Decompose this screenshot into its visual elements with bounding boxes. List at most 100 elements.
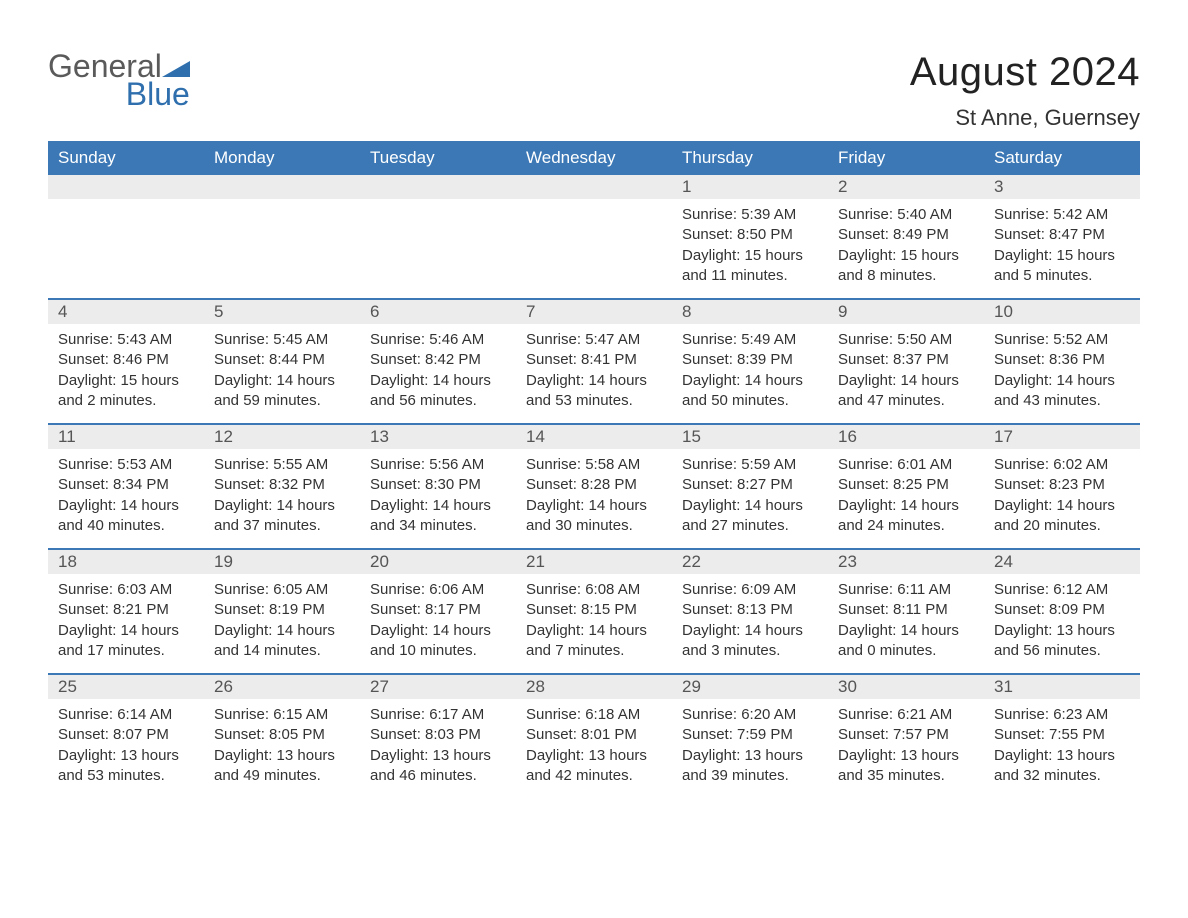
daylight-text: Daylight: 15 hours and 11 minutes.	[682, 246, 818, 287]
calendar-cell	[48, 175, 204, 298]
day-number: 5	[204, 300, 360, 324]
day-number: 22	[672, 550, 828, 574]
sunset-text: Sunset: 8:39 PM	[682, 350, 818, 370]
sunset-text: Sunset: 8:01 PM	[526, 725, 662, 745]
weekday-header: Saturday	[984, 141, 1140, 175]
sunset-text: Sunset: 8:03 PM	[370, 725, 506, 745]
daylight-text: Daylight: 15 hours and 5 minutes.	[994, 246, 1130, 287]
day-details: Sunrise: 6:12 AMSunset: 8:09 PMDaylight:…	[984, 574, 1140, 673]
sunset-text: Sunset: 8:11 PM	[838, 600, 974, 620]
sunset-text: Sunset: 8:42 PM	[370, 350, 506, 370]
sunset-text: Sunset: 8:25 PM	[838, 475, 974, 495]
day-details: Sunrise: 5:47 AMSunset: 8:41 PMDaylight:…	[516, 324, 672, 423]
day-details: Sunrise: 6:21 AMSunset: 7:57 PMDaylight:…	[828, 699, 984, 798]
day-details: Sunrise: 6:23 AMSunset: 7:55 PMDaylight:…	[984, 699, 1140, 798]
calendar-cell: 3Sunrise: 5:42 AMSunset: 8:47 PMDaylight…	[984, 175, 1140, 298]
sunrise-text: Sunrise: 5:50 AM	[838, 330, 974, 350]
day-number: 26	[204, 675, 360, 699]
day-number: 11	[48, 425, 204, 449]
sunset-text: Sunset: 8:13 PM	[682, 600, 818, 620]
calendar-cell: 19Sunrise: 6:05 AMSunset: 8:19 PMDayligh…	[204, 550, 360, 673]
daylight-text: Daylight: 15 hours and 8 minutes.	[838, 246, 974, 287]
sunset-text: Sunset: 8:27 PM	[682, 475, 818, 495]
sunrise-text: Sunrise: 6:15 AM	[214, 705, 350, 725]
sunrise-text: Sunrise: 6:08 AM	[526, 580, 662, 600]
calendar-cell: 29Sunrise: 6:20 AMSunset: 7:59 PMDayligh…	[672, 675, 828, 798]
weekday-header: Sunday	[48, 141, 204, 175]
day-number: 21	[516, 550, 672, 574]
day-number: 15	[672, 425, 828, 449]
day-details: Sunrise: 6:18 AMSunset: 8:01 PMDaylight:…	[516, 699, 672, 798]
sunrise-text: Sunrise: 5:43 AM	[58, 330, 194, 350]
day-details: Sunrise: 6:02 AMSunset: 8:23 PMDaylight:…	[984, 449, 1140, 548]
week-row: 18Sunrise: 6:03 AMSunset: 8:21 PMDayligh…	[48, 548, 1140, 673]
sunrise-text: Sunrise: 5:47 AM	[526, 330, 662, 350]
sunset-text: Sunset: 8:17 PM	[370, 600, 506, 620]
day-details: Sunrise: 6:09 AMSunset: 8:13 PMDaylight:…	[672, 574, 828, 673]
calendar-cell: 4Sunrise: 5:43 AMSunset: 8:46 PMDaylight…	[48, 300, 204, 423]
sunrise-text: Sunrise: 6:14 AM	[58, 705, 194, 725]
sunrise-text: Sunrise: 6:12 AM	[994, 580, 1130, 600]
daylight-text: Daylight: 13 hours and 35 minutes.	[838, 746, 974, 787]
calendar-cell: 13Sunrise: 5:56 AMSunset: 8:30 PMDayligh…	[360, 425, 516, 548]
sunrise-text: Sunrise: 5:58 AM	[526, 455, 662, 475]
calendar-cell: 27Sunrise: 6:17 AMSunset: 8:03 PMDayligh…	[360, 675, 516, 798]
daylight-text: Daylight: 14 hours and 27 minutes.	[682, 496, 818, 537]
daylight-text: Daylight: 14 hours and 37 minutes.	[214, 496, 350, 537]
daylight-text: Daylight: 14 hours and 56 minutes.	[370, 371, 506, 412]
calendar-cell: 1Sunrise: 5:39 AMSunset: 8:50 PMDaylight…	[672, 175, 828, 298]
sunset-text: Sunset: 7:55 PM	[994, 725, 1130, 745]
weeks-container: 1Sunrise: 5:39 AMSunset: 8:50 PMDaylight…	[48, 175, 1140, 798]
day-number: 9	[828, 300, 984, 324]
weekday-header: Thursday	[672, 141, 828, 175]
day-number: 14	[516, 425, 672, 449]
day-details: Sunrise: 5:49 AMSunset: 8:39 PMDaylight:…	[672, 324, 828, 423]
daylight-text: Daylight: 13 hours and 46 minutes.	[370, 746, 506, 787]
day-details: Sunrise: 6:15 AMSunset: 8:05 PMDaylight:…	[204, 699, 360, 798]
sunset-text: Sunset: 8:05 PM	[214, 725, 350, 745]
calendar-cell: 30Sunrise: 6:21 AMSunset: 7:57 PMDayligh…	[828, 675, 984, 798]
calendar-cell: 25Sunrise: 6:14 AMSunset: 8:07 PMDayligh…	[48, 675, 204, 798]
sunset-text: Sunset: 8:34 PM	[58, 475, 194, 495]
sunset-text: Sunset: 8:19 PM	[214, 600, 350, 620]
day-number: 7	[516, 300, 672, 324]
daylight-text: Daylight: 14 hours and 3 minutes.	[682, 621, 818, 662]
calendar-cell: 28Sunrise: 6:18 AMSunset: 8:01 PMDayligh…	[516, 675, 672, 798]
brand-text: General Blue	[48, 50, 190, 110]
sunrise-text: Sunrise: 6:03 AM	[58, 580, 194, 600]
empty-daynum	[48, 175, 204, 199]
calendar-cell	[360, 175, 516, 298]
daylight-text: Daylight: 14 hours and 47 minutes.	[838, 371, 974, 412]
day-details: Sunrise: 5:56 AMSunset: 8:30 PMDaylight:…	[360, 449, 516, 548]
day-number: 31	[984, 675, 1140, 699]
day-number: 29	[672, 675, 828, 699]
sunset-text: Sunset: 8:15 PM	[526, 600, 662, 620]
day-number: 17	[984, 425, 1140, 449]
calendar: Sunday Monday Tuesday Wednesday Thursday…	[48, 141, 1140, 798]
calendar-cell: 17Sunrise: 6:02 AMSunset: 8:23 PMDayligh…	[984, 425, 1140, 548]
sunrise-text: Sunrise: 6:23 AM	[994, 705, 1130, 725]
daylight-text: Daylight: 14 hours and 40 minutes.	[58, 496, 194, 537]
weekday-header: Wednesday	[516, 141, 672, 175]
daylight-text: Daylight: 13 hours and 32 minutes.	[994, 746, 1130, 787]
calendar-cell: 22Sunrise: 6:09 AMSunset: 8:13 PMDayligh…	[672, 550, 828, 673]
day-details: Sunrise: 5:46 AMSunset: 8:42 PMDaylight:…	[360, 324, 516, 423]
sunrise-text: Sunrise: 6:18 AM	[526, 705, 662, 725]
week-row: 25Sunrise: 6:14 AMSunset: 8:07 PMDayligh…	[48, 673, 1140, 798]
sunrise-text: Sunrise: 5:40 AM	[838, 205, 974, 225]
calendar-cell	[516, 175, 672, 298]
sunset-text: Sunset: 8:46 PM	[58, 350, 194, 370]
day-number: 28	[516, 675, 672, 699]
title-block: August 2024 St Anne, Guernsey	[910, 50, 1140, 131]
sunset-text: Sunset: 8:49 PM	[838, 225, 974, 245]
sunrise-text: Sunrise: 5:53 AM	[58, 455, 194, 475]
calendar-cell	[204, 175, 360, 298]
calendar-cell: 12Sunrise: 5:55 AMSunset: 8:32 PMDayligh…	[204, 425, 360, 548]
sunrise-text: Sunrise: 5:46 AM	[370, 330, 506, 350]
calendar-cell: 14Sunrise: 5:58 AMSunset: 8:28 PMDayligh…	[516, 425, 672, 548]
day-details: Sunrise: 5:53 AMSunset: 8:34 PMDaylight:…	[48, 449, 204, 548]
sunset-text: Sunset: 8:47 PM	[994, 225, 1130, 245]
day-number: 8	[672, 300, 828, 324]
day-number: 23	[828, 550, 984, 574]
empty-daynum	[516, 175, 672, 199]
